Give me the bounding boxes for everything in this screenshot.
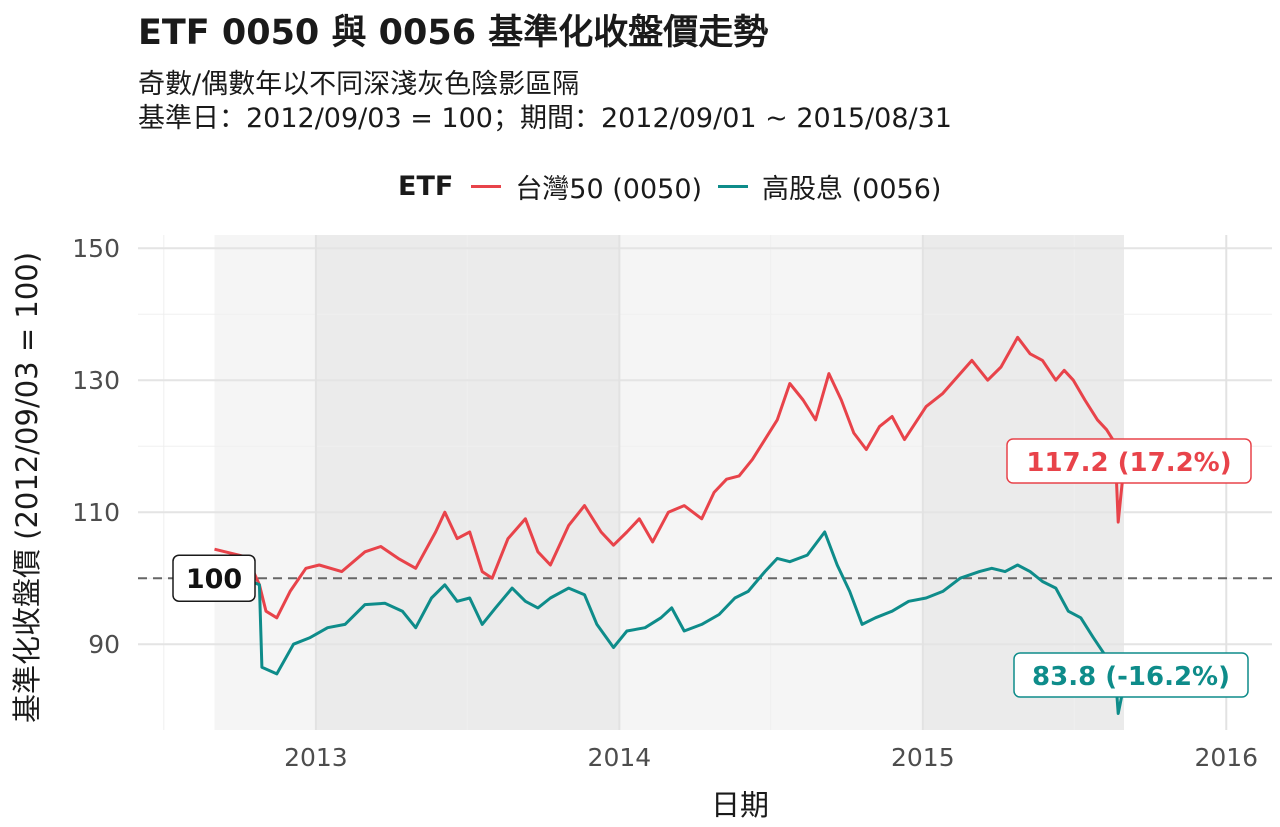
x-tick-label: 2015 <box>891 743 955 772</box>
legend-label-0050: 台灣50 (0050) <box>515 173 703 205</box>
shaded-period-0 <box>214 235 316 730</box>
end-label-box-0056 <box>1013 652 1249 698</box>
x-tick-label: 2013 <box>284 743 348 772</box>
y-tick-label: 130 <box>72 366 120 395</box>
chart-subtitle-line-1: 奇數/偶數年以不同深淺灰色陰影區隔 <box>138 69 580 100</box>
x-tick-label: 2014 <box>588 743 652 772</box>
legend-item-0056: 高股息 (0056) <box>718 167 941 206</box>
legend-label-0056: 高股息 (0056) <box>762 173 942 205</box>
series-line-0050 <box>214 335 1126 620</box>
legend-title: ETF <box>398 170 454 202</box>
x-axis-label: 日期 <box>710 788 769 822</box>
end-label-0056: 83.8 (-16.2%) <box>1032 662 1230 692</box>
chart-title: ETF 0050 與 0056 基準化收盤價走勢 <box>138 13 769 53</box>
reference-label-box <box>172 554 256 602</box>
reference-label: 100 <box>186 564 242 595</box>
y-tick-label: 110 <box>72 498 120 527</box>
series-line-0056 <box>214 530 1126 715</box>
y-tick-label: 150 <box>72 234 120 263</box>
legend-key-0056 <box>718 184 749 188</box>
chart-subtitle-line-2: 基準日：2012/09/03 = 100；期間：2012/09/01 ~ 201… <box>138 103 952 134</box>
legend-item-0050: 台灣50 (0050) <box>471 167 702 206</box>
legend: ETF 台灣50 (0050) 高股息 (0056) <box>398 166 957 206</box>
end-label-0050: 117.2 (17.2%) <box>1026 448 1231 478</box>
y-tick-label: 90 <box>88 630 120 659</box>
x-tick-label: 2016 <box>1194 743 1258 772</box>
legend-key-0050 <box>471 184 502 188</box>
end-label-box-0050 <box>1006 438 1252 484</box>
